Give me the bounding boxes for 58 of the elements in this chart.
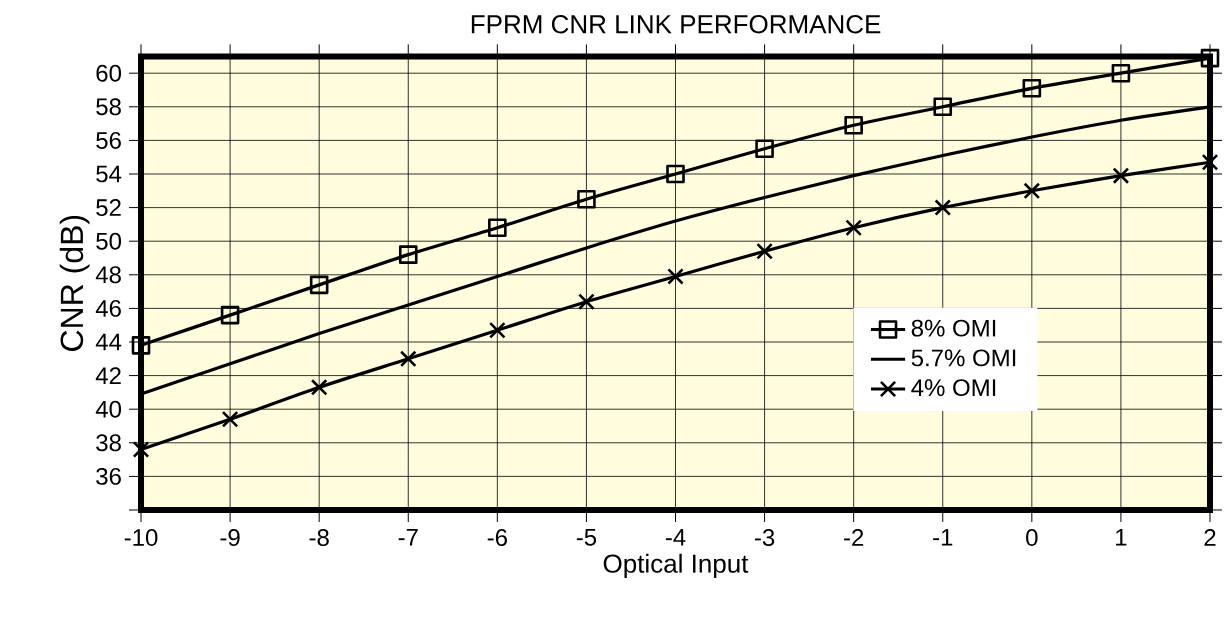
y-tick-label: 36 <box>96 467 121 485</box>
legend-label: 5.7% OMI <box>911 349 1016 367</box>
point <box>1023 182 1041 200</box>
y-tick-label: 48 <box>95 266 121 284</box>
y-tick-label: 38 <box>96 434 121 452</box>
point <box>577 189 596 209</box>
x-tick-label: -2 <box>844 529 864 546</box>
x-tick-label: -9 <box>220 529 240 547</box>
point <box>488 218 507 238</box>
point <box>755 139 774 159</box>
legend-label: 8% OMI <box>911 319 996 337</box>
point <box>934 199 952 216</box>
point <box>1111 63 1131 83</box>
y-tick-label: 40 <box>95 400 122 418</box>
y-tick-label: 60 <box>96 64 122 82</box>
point <box>578 293 595 311</box>
point <box>666 164 685 184</box>
x-tick-label: -3 <box>754 529 775 547</box>
x-tick-label: -8 <box>309 529 329 547</box>
point <box>1200 48 1220 68</box>
point <box>1112 167 1130 185</box>
x-tick-label: -4 <box>665 529 686 546</box>
point <box>221 410 239 428</box>
y-tick-label: 44 <box>95 333 122 351</box>
point <box>756 242 773 260</box>
x-tick-label: -5 <box>576 529 597 546</box>
point <box>1022 79 1042 98</box>
chart-title: FPRM CNR LINK PERFORMANCE <box>471 15 881 34</box>
point <box>309 275 329 295</box>
point <box>220 305 240 325</box>
y-axis-title: CNR (dB) <box>59 215 90 351</box>
point <box>933 97 953 117</box>
y-tick-label: 54 <box>96 165 122 183</box>
x-tick-label: -6 <box>487 529 507 547</box>
point <box>844 115 863 135</box>
point <box>667 268 684 285</box>
x-tick-label: 1 <box>1116 529 1127 546</box>
y-tick-label: 46 <box>95 299 121 317</box>
x-tick-label: 2 <box>1204 529 1216 546</box>
y-tick-label: 56 <box>96 131 121 149</box>
y-tick-label: 52 <box>96 199 121 217</box>
x-axis-title: Optical Input <box>603 553 749 579</box>
point <box>399 350 417 368</box>
point <box>131 336 151 355</box>
point <box>1201 153 1219 171</box>
x-tick-label: 0 <box>1026 529 1038 547</box>
point <box>845 219 863 237</box>
point <box>398 245 418 264</box>
point <box>488 321 506 339</box>
x-tick-label: -1 <box>933 529 953 546</box>
y-tick-label: 42 <box>95 367 121 384</box>
x-tick-label: -10 <box>124 529 158 547</box>
x-tick-label: -7 <box>398 529 418 546</box>
y-tick-label: 50 <box>96 232 122 250</box>
point <box>310 378 328 396</box>
legend-label: 4% OMI <box>911 379 996 397</box>
y-tick-label: 58 <box>96 98 121 116</box>
point <box>132 441 150 458</box>
